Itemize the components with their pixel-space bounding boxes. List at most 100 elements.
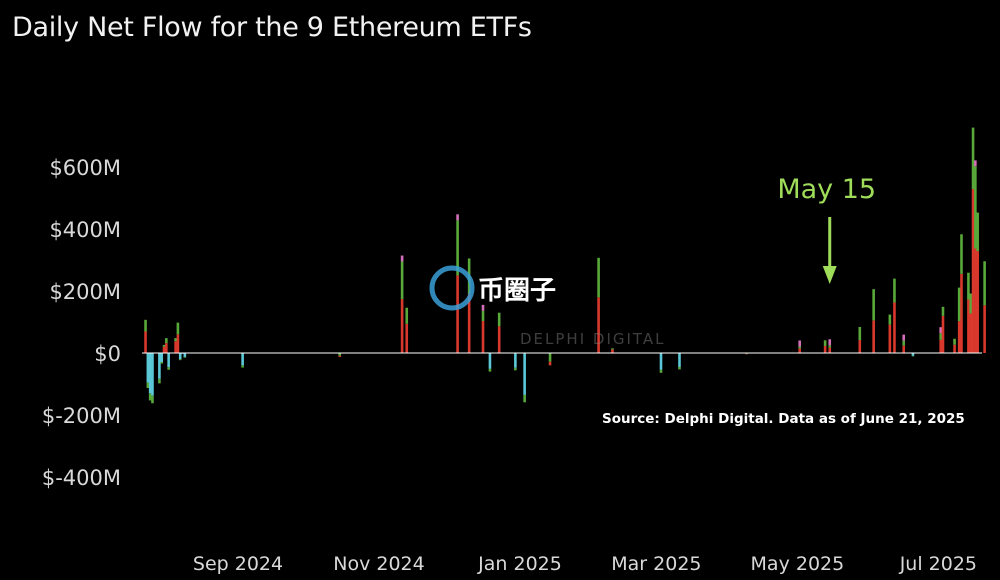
bar-inflow-segment — [902, 345, 906, 353]
bar-outflow-segment — [523, 394, 526, 403]
bar-outflow-segment — [548, 353, 552, 362]
bar-inflow-segment — [144, 331, 147, 353]
bar-inflow-segment — [467, 294, 471, 353]
bar-inflow-segment — [174, 338, 177, 342]
watermark-faint-text: DELPHI DIGITAL — [520, 330, 666, 348]
bar-inflow-segment — [888, 314, 892, 325]
bar-inflow-segment — [941, 306, 945, 316]
bar-inflow-segment — [611, 349, 614, 353]
watermark: 币圈子 DELPHI DIGITAL — [429, 265, 666, 348]
bar-inflow-segment — [828, 347, 832, 353]
bar-inflow-segment — [941, 315, 945, 353]
bar-outflow-segment — [514, 353, 517, 368]
bar-inflow-segment — [144, 319, 147, 332]
watermark-text: 币圈子 — [478, 276, 556, 306]
bar-inflow-segment — [828, 339, 832, 346]
bar-inflow-segment — [597, 257, 600, 298]
bar-outflow-segment — [488, 353, 492, 369]
y-tick-label: $-200M — [42, 404, 121, 428]
bar-inflow-segment — [974, 160, 977, 167]
bar-inflow-segment — [597, 297, 600, 353]
chart-title: Daily Net Flow for the 9 Ethereum ETFs — [12, 12, 532, 43]
bar-inflow-segment — [497, 326, 501, 353]
x-tick-label: Sep 2024 — [193, 553, 283, 575]
bar-inflow-segment — [798, 348, 801, 353]
bars-group — [144, 127, 986, 404]
bar-inflow-segment — [823, 346, 827, 353]
bar-inflow-segment — [983, 261, 986, 306]
bar-outflow-segment — [183, 353, 187, 357]
y-tick-label: $200M — [49, 280, 121, 304]
bar-inflow-segment — [969, 293, 973, 314]
bar-outflow-segment — [241, 365, 244, 368]
bar-inflow-segment — [165, 343, 168, 353]
bar-outflow-segment — [678, 366, 681, 370]
bar-outflow-segment — [178, 353, 182, 360]
bar-inflow-segment — [969, 313, 973, 353]
bar-inflow-segment — [974, 166, 977, 249]
bar-inflow-segment — [974, 248, 977, 353]
bar-inflow-segment — [405, 323, 409, 353]
bar-outflow-segment — [146, 353, 150, 383]
bar-outflow-segment — [548, 361, 552, 366]
bar-outflow-segment — [146, 382, 150, 389]
bar-outflow-segment — [158, 353, 161, 379]
bar-inflow-segment — [953, 338, 956, 345]
bar-inflow-segment — [888, 324, 892, 353]
bar-inflow-segment — [939, 333, 942, 340]
bar-inflow-segment — [976, 251, 979, 353]
y-axis-ticks: $600M $400M $200M $0 $-200M $-400M — [42, 156, 121, 490]
bar-outflow-segment — [160, 353, 164, 362]
bar-inflow-segment — [893, 302, 896, 353]
bar-outflow-segment — [659, 353, 663, 370]
bar-outflow-segment — [514, 367, 517, 371]
bar-outflow-segment — [659, 369, 663, 373]
bar-outflow-segment — [678, 353, 681, 367]
y-tick-label: $-400M — [42, 466, 121, 490]
bar-inflow-segment — [456, 214, 459, 221]
bar-inflow-segment — [858, 340, 862, 353]
bar-inflow-segment — [960, 273, 963, 353]
bar-outflow-segment — [241, 353, 244, 366]
may15-callout-label: May 15 — [777, 174, 876, 205]
bar-inflow-segment — [976, 212, 979, 252]
bar-inflow-segment — [481, 304, 485, 311]
x-tick-label: Mar 2025 — [611, 553, 701, 575]
bar-inflow-segment — [162, 346, 166, 353]
bar-inflow-segment — [971, 189, 975, 353]
bar-inflow-segment — [400, 261, 404, 300]
bar-outflow-segment — [178, 359, 182, 361]
bar-inflow-segment — [162, 344, 166, 347]
bar-inflow-segment — [497, 312, 501, 327]
bar-inflow-segment — [481, 321, 485, 353]
y-tick-label: $0 — [94, 342, 121, 366]
bar-inflow-segment — [456, 220, 459, 276]
bar-outflow-segment — [523, 353, 526, 395]
watermark-logo-icon — [429, 265, 475, 311]
bar-outflow-segment — [151, 353, 154, 396]
bar-inflow-segment — [953, 344, 956, 353]
source-note: Source: Delphi Digital. Data as of June … — [602, 411, 965, 427]
bar-inflow-segment — [400, 299, 404, 353]
bar-outflow-segment — [338, 355, 342, 358]
bar-inflow-segment — [858, 326, 862, 341]
bar-outflow-segment — [167, 353, 170, 368]
x-tick-label: Nov 2024 — [333, 553, 424, 575]
bar-inflow-segment — [828, 345, 832, 348]
bar-inflow-segment — [405, 307, 409, 324]
bar-inflow-segment — [872, 320, 875, 353]
bar-inflow-segment — [967, 272, 970, 300]
bar-inflow-segment — [165, 338, 168, 344]
bar-inflow-segment — [957, 321, 961, 353]
bar-outflow-segment — [183, 356, 187, 358]
bar-outflow-segment — [151, 395, 154, 404]
x-tick-label: May 2025 — [751, 553, 845, 575]
bar-outflow-segment — [158, 378, 161, 384]
may15-callout-arrow — [822, 217, 837, 284]
bar-inflow-segment — [967, 299, 970, 353]
bar-inflow-segment — [823, 340, 827, 347]
y-tick-label: $600M — [49, 156, 121, 180]
bar-outflow-segment — [148, 393, 152, 401]
bar-inflow-segment — [481, 310, 485, 322]
